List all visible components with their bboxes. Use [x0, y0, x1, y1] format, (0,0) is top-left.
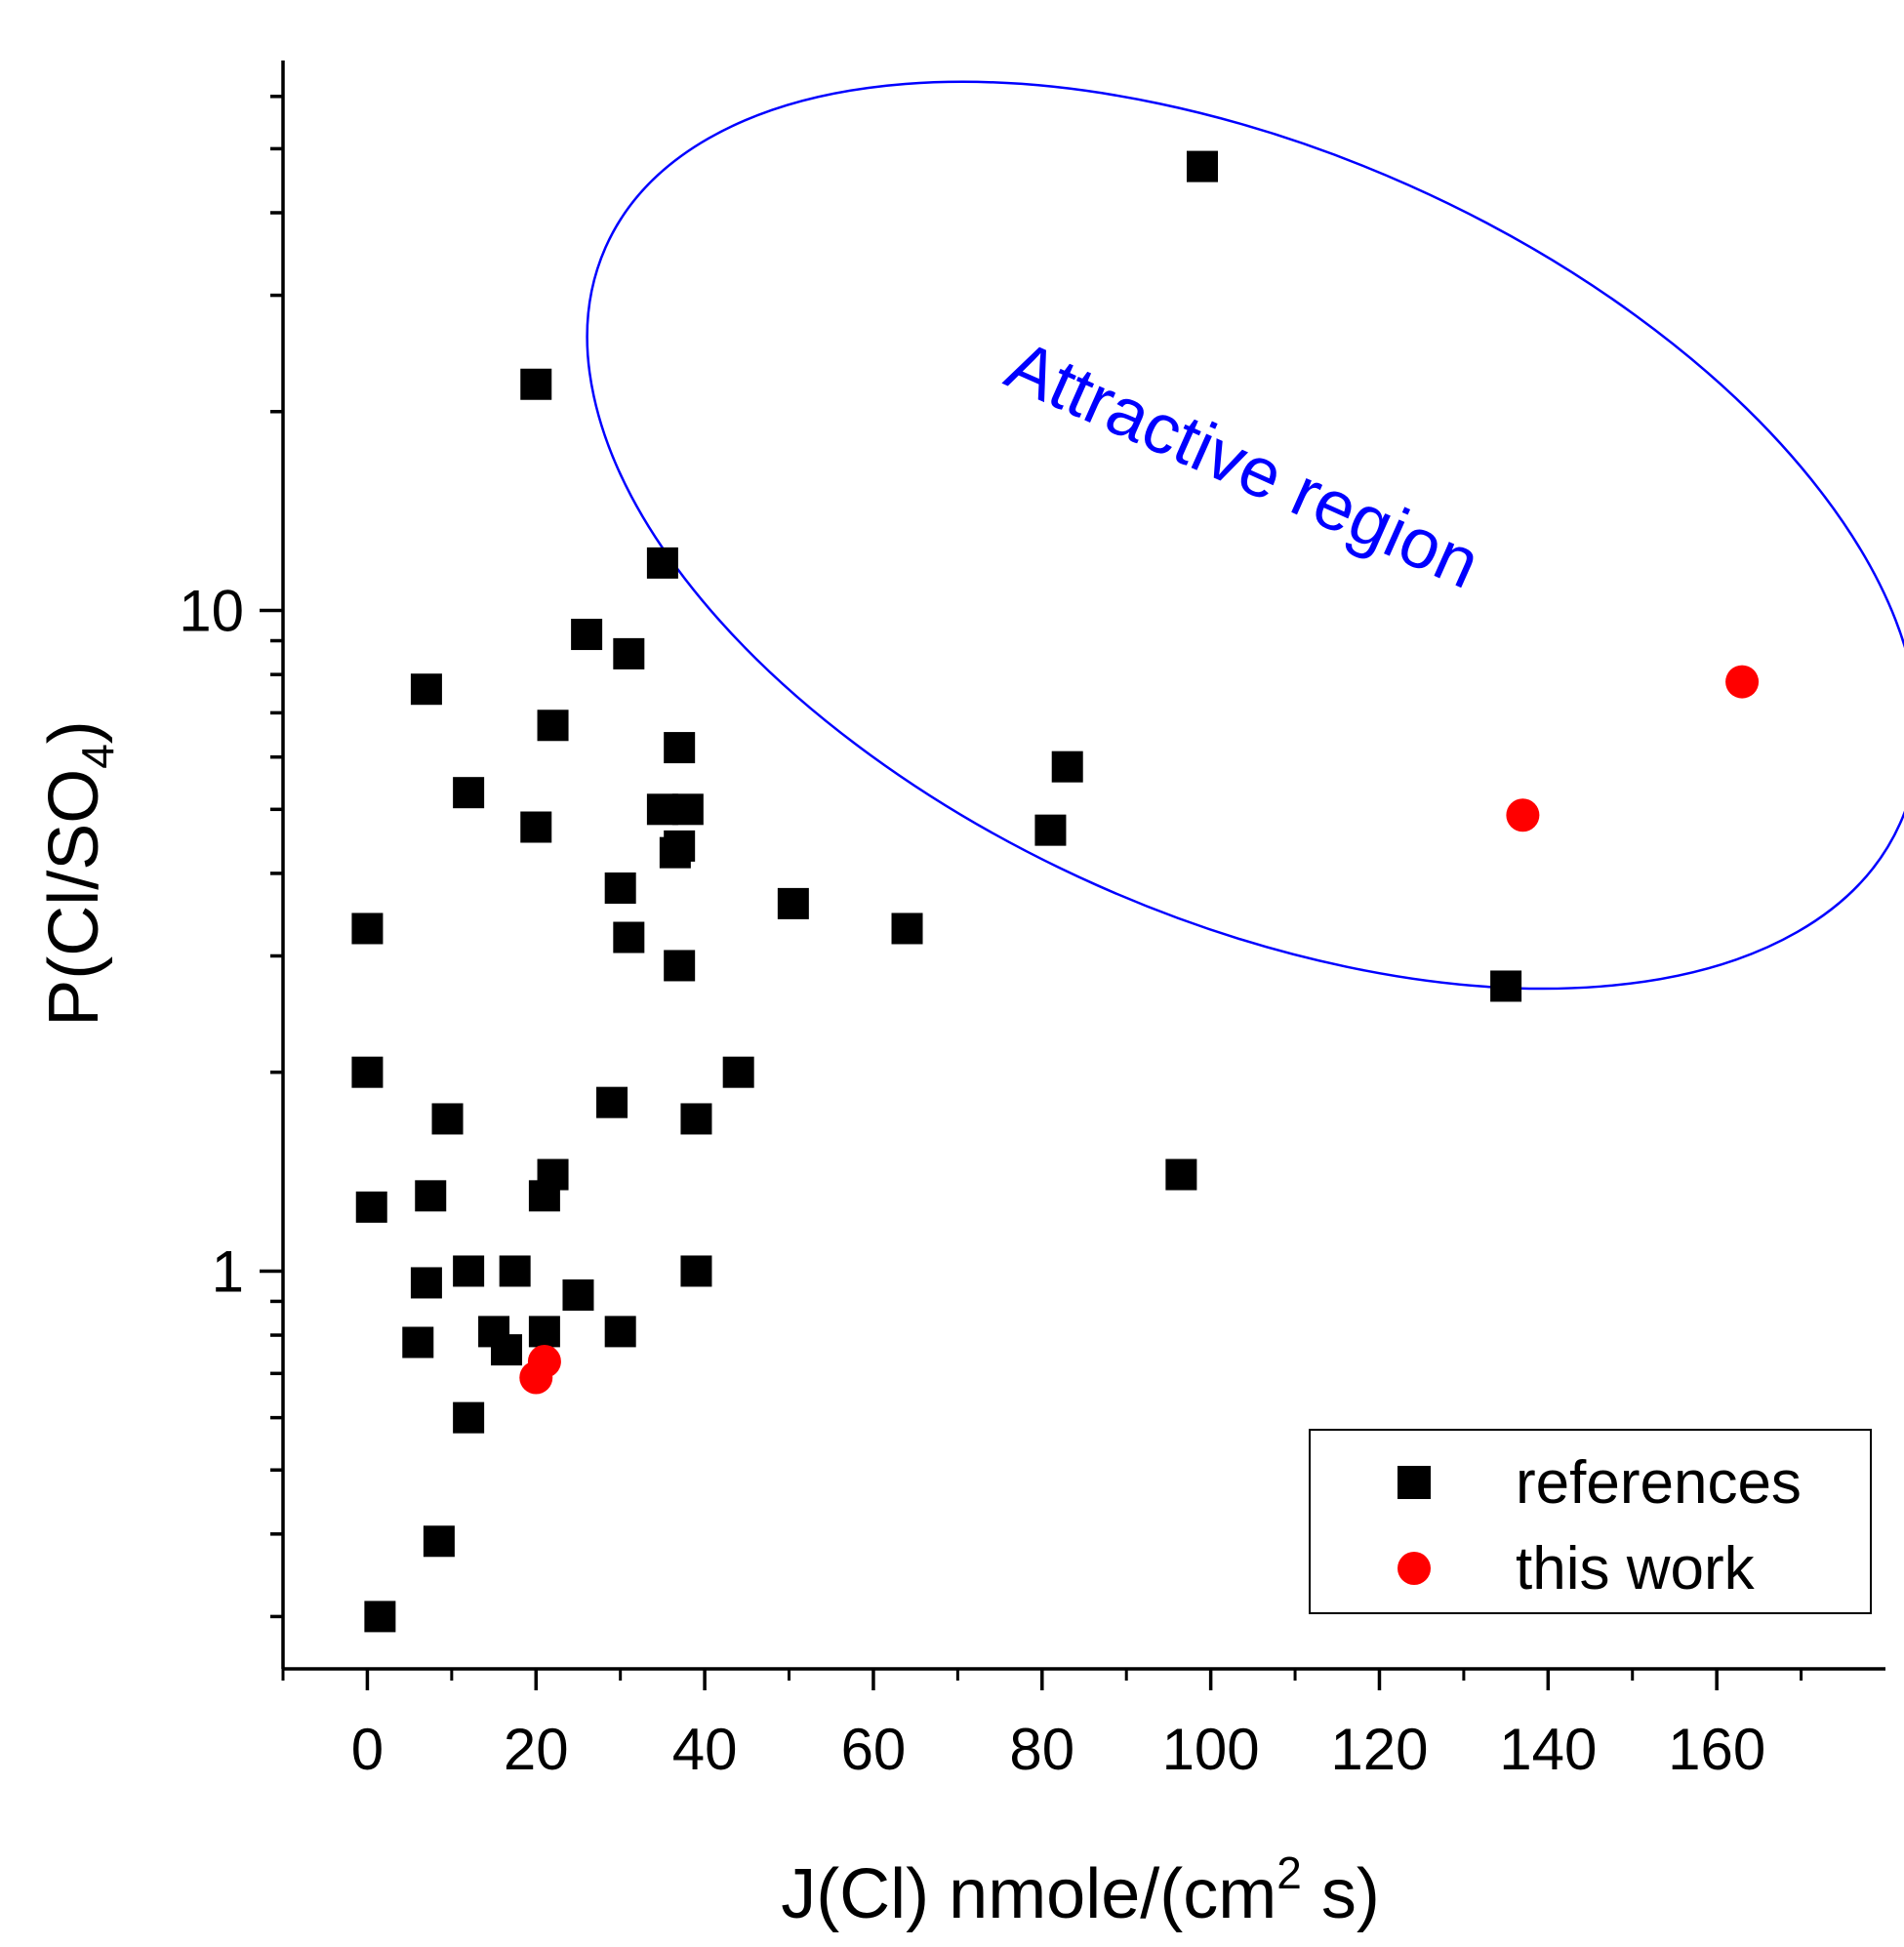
data-point-square	[410, 1267, 442, 1299]
data-point-circle	[1725, 665, 1760, 699]
y-axis-title-sub: 4	[72, 744, 123, 769]
data-point-square	[351, 913, 384, 945]
data-point-square	[613, 921, 645, 953]
data-point-square	[491, 1334, 523, 1366]
data-point-square	[423, 1525, 455, 1558]
data-point-square	[1051, 750, 1083, 783]
data-point-square	[415, 1180, 447, 1212]
data-point-circle	[1506, 798, 1540, 832]
data-point-square	[1034, 814, 1067, 846]
data-point-square	[453, 1401, 485, 1434]
legend: references this work	[1309, 1429, 1872, 1614]
data-point-square	[528, 1180, 560, 1212]
data-point-square	[604, 872, 636, 904]
axes: 0 20 40 60 80 100 120 140 160 1 10	[179, 61, 1885, 1782]
data-point-square	[562, 1278, 594, 1311]
x-tick-label: 40	[672, 1717, 738, 1782]
data-point-square	[664, 732, 696, 764]
data-point-square	[571, 619, 603, 651]
x-axis-title-end: s)	[1302, 1855, 1380, 1933]
legend-box	[1309, 1429, 1872, 1614]
legend-label-references: references	[1516, 1449, 1802, 1517]
legend-label-this-work: this work	[1516, 1535, 1756, 1602]
series-references	[351, 150, 1522, 1633]
x-tick-label: 120	[1330, 1717, 1428, 1782]
x-axis-title-main: J(Cl) nmole/(cm	[781, 1855, 1276, 1933]
data-point-square	[528, 1316, 560, 1348]
data-point-square	[664, 950, 696, 982]
x-tick-label: 60	[841, 1717, 907, 1782]
data-point-square	[1186, 150, 1218, 183]
data-points	[351, 150, 1760, 1633]
data-point-square	[604, 1316, 636, 1348]
data-point-square	[671, 793, 704, 826]
data-point-square	[402, 1326, 434, 1359]
data-point-square	[722, 1056, 754, 1088]
y-axis-title-end: )	[35, 720, 113, 744]
annotation-layer: Attractive region	[586, 80, 1904, 991]
data-point-square	[1165, 1158, 1197, 1191]
data-point-square	[355, 1191, 387, 1223]
data-point-square	[1490, 970, 1522, 1002]
x-tick-label: 140	[1499, 1717, 1597, 1782]
data-point-square	[453, 777, 485, 809]
data-point-square	[453, 1255, 485, 1287]
data-point-circle	[519, 1360, 553, 1395]
legend-marker-this-work	[1398, 1552, 1431, 1585]
y-axis-title-main: P(Cl/SO	[35, 769, 113, 1027]
data-point-square	[537, 710, 569, 742]
data-point-square	[659, 836, 691, 869]
data-point-square	[520, 368, 552, 400]
y-tick-label: 1	[212, 1238, 244, 1304]
x-axis-title-sup: 2	[1276, 1847, 1302, 1898]
data-point-square	[613, 637, 645, 669]
svg-text:P(Cl/SO4): P(Cl/SO4)	[35, 720, 123, 1027]
series-this-work	[519, 665, 1760, 1395]
data-point-square	[364, 1601, 396, 1633]
y-tick-label: 10	[179, 579, 244, 644]
data-point-square	[680, 1255, 712, 1287]
y-axis-title: P(Cl/SO4)	[35, 720, 123, 1027]
data-point-square	[410, 673, 442, 706]
data-point-square	[646, 547, 678, 579]
data-point-square	[596, 1086, 628, 1118]
data-point-square	[351, 1056, 384, 1088]
data-point-square	[680, 1103, 712, 1135]
x-tick-label: 20	[504, 1717, 569, 1782]
x-tick-label: 0	[351, 1717, 384, 1782]
data-point-square	[499, 1255, 531, 1287]
data-point-square	[520, 811, 552, 843]
x-tick-label: 80	[1009, 1717, 1074, 1782]
attractive-region-label: Attractive region	[995, 326, 1491, 604]
data-point-square	[777, 887, 809, 919]
data-point-square	[431, 1103, 464, 1135]
svg-text:J(Cl) nmole/(cm2 s): J(Cl) nmole/(cm2 s)	[781, 1847, 1380, 1933]
x-tick-label: 160	[1668, 1717, 1765, 1782]
attractive-region-ellipse	[586, 80, 1904, 991]
x-axis-title: J(Cl) nmole/(cm2 s)	[781, 1847, 1380, 1933]
legend-marker-references	[1398, 1466, 1431, 1499]
x-tick-label: 100	[1162, 1717, 1260, 1782]
data-point-square	[891, 913, 923, 945]
